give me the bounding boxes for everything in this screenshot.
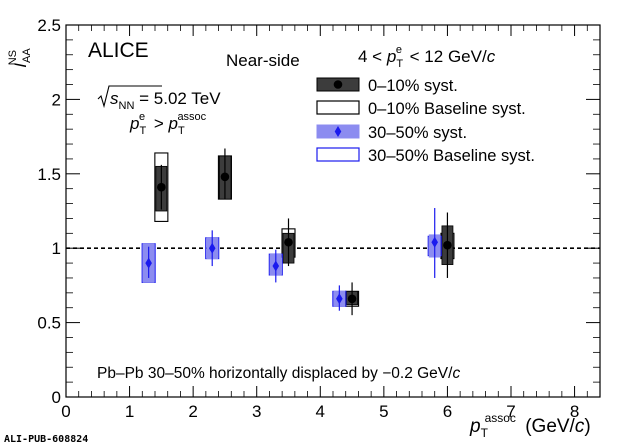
trigger-range-suffix: < 12 GeV/ xyxy=(405,47,487,66)
marker-circle xyxy=(347,294,357,304)
marker-circle xyxy=(443,240,452,250)
y-tick-label: 2 xyxy=(52,90,61,109)
point-central xyxy=(217,148,232,200)
y-tick-label: 0.5 xyxy=(37,314,61,333)
experiment-label: ALICE xyxy=(88,39,149,62)
marker-circle xyxy=(220,172,230,182)
point-semi xyxy=(205,230,220,267)
legend-label-central-syst: 0–10% syst. xyxy=(368,77,458,95)
condition-p2: p xyxy=(167,114,177,133)
trigger-range-sup: e xyxy=(396,44,402,56)
x-axis-label-c: c xyxy=(575,416,585,437)
footnote-label: Pb–Pb 30–50% horizontally displaced by −… xyxy=(97,365,460,382)
condition-sup2: assoc xyxy=(177,111,206,123)
legend: 0–10% syst. 0–10% Baseline syst. 30–50% … xyxy=(316,77,535,165)
y-tick-label: 0 xyxy=(52,388,61,407)
legend-item-central-syst: 0–10% syst. xyxy=(316,77,458,95)
baseline-syst-box xyxy=(154,152,169,222)
energy-label: sNN = 5.02 TeV xyxy=(97,85,221,112)
point-semi xyxy=(427,208,442,278)
y-axis-label-main: I xyxy=(11,63,30,68)
y-tick-label: 1.5 xyxy=(37,165,61,184)
x-axis-label-sup: assoc xyxy=(485,411,516,425)
trigger-range-p: p xyxy=(386,47,396,66)
energy-sub: NN xyxy=(119,100,135,112)
footnote-c: c xyxy=(452,365,460,382)
x-tick-label: 4 xyxy=(316,402,325,421)
marker-diamond xyxy=(336,293,343,305)
point-central xyxy=(154,152,169,222)
legend-label-central-baseline: 0–10% Baseline syst. xyxy=(368,100,526,118)
x-tick-label: 7 xyxy=(506,402,515,421)
point-semi xyxy=(332,285,347,311)
legend-item-semi-syst: 30–50% syst. xyxy=(316,124,467,142)
trigger-range-label: 4 < pTe < 12 GeV/c xyxy=(358,44,496,70)
x-tick-label: 3 xyxy=(252,402,261,421)
x-tick-label: 2 xyxy=(188,402,197,421)
energy-text: sNN = 5.02 TeV xyxy=(110,89,221,112)
energy-value: = 5.02 TeV xyxy=(134,89,221,108)
x-axis-label-close: ) xyxy=(584,416,590,437)
condition-sup1: e xyxy=(139,111,145,123)
legend-marker-diamond xyxy=(334,126,342,137)
condition-sub2: T xyxy=(178,125,185,137)
legend-swatch-central-baseline xyxy=(316,100,360,115)
x-tick-label: 8 xyxy=(570,402,579,421)
legend-item-central-baseline: 0–10% Baseline syst. xyxy=(316,100,526,118)
energy-s: s xyxy=(110,89,119,108)
x-tick-label: 6 xyxy=(443,402,452,421)
legend-swatch-semi-baseline xyxy=(316,147,360,162)
x-axis-label-p: p xyxy=(469,416,481,437)
footnote-text: Pb–Pb 30–50% horizontally displaced by −… xyxy=(97,365,453,382)
figure-id: ALI-PUB-608824 xyxy=(4,434,88,445)
sqrt-sign xyxy=(97,85,162,109)
legend-marker-circle xyxy=(333,80,343,89)
point-central xyxy=(281,218,296,267)
marker-circle xyxy=(284,237,293,247)
condition-gt: > xyxy=(149,114,168,133)
point-central xyxy=(345,282,360,316)
x-axis-label: pTassoc (GeV/c) xyxy=(469,411,591,440)
x-axis-label-unit: (GeV/ xyxy=(520,416,576,437)
x-axis-label-sub: T xyxy=(481,426,489,440)
y-axis-label-sub: AA xyxy=(21,48,33,63)
legend-item-semi-baseline: 30–50% Baseline syst. xyxy=(316,147,535,165)
marker-diamond xyxy=(145,257,152,269)
region-label: Near-side xyxy=(226,51,300,70)
x-tick-label: 1 xyxy=(125,402,134,421)
condition-label: pTe > pTassoc xyxy=(129,111,207,137)
data-marks xyxy=(141,148,455,316)
y-tick-label: 2.5 xyxy=(37,16,61,35)
legend-label-semi-syst: 30–50% syst. xyxy=(368,124,467,142)
trigger-range-prefix: 4 < xyxy=(358,47,387,66)
axes: 0 1 2 3 4 5 6 7 8 0 0.5 1 1.5 2 2.5 xyxy=(37,16,600,421)
x-tick-label: 5 xyxy=(379,402,388,421)
condition-p1: p xyxy=(129,114,139,133)
trigger-range-c: c xyxy=(487,47,496,66)
point-semi xyxy=(268,249,283,283)
y-tick-label: 1 xyxy=(52,239,61,258)
condition-sub1: T xyxy=(139,125,146,137)
marker-diamond xyxy=(272,260,280,272)
marker-diamond xyxy=(208,242,216,254)
marker-diamond xyxy=(431,236,439,248)
x-tick-label: 0 xyxy=(61,402,70,421)
y-axis-label: IAANS xyxy=(7,48,33,68)
point-semi xyxy=(141,243,156,283)
y-axis-label-sup: NS xyxy=(7,50,19,65)
legend-label-semi-baseline: 30–50% Baseline syst. xyxy=(368,147,535,165)
trigger-range-sub: T xyxy=(396,58,403,70)
marker-circle xyxy=(157,182,166,192)
